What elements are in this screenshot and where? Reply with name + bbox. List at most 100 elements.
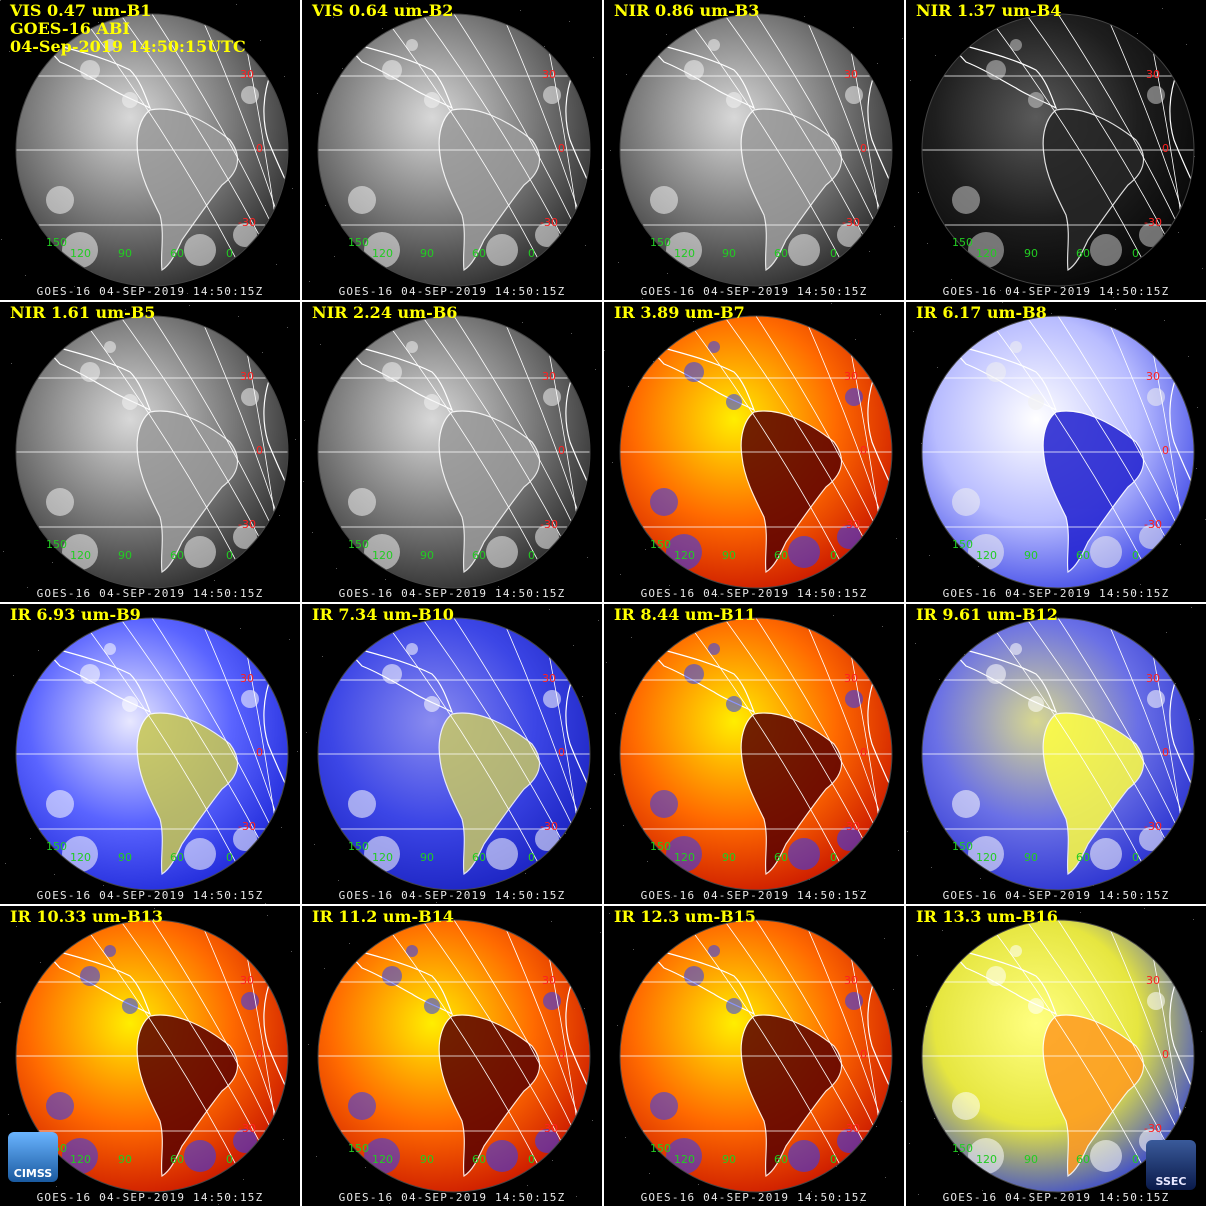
latitude-label: -30 bbox=[842, 1122, 860, 1135]
longitude-label: 0 bbox=[528, 1153, 535, 1166]
longitude-label: 60 bbox=[774, 549, 788, 562]
latitude-label: 0 bbox=[1162, 746, 1169, 759]
latitude-label: -30 bbox=[842, 216, 860, 229]
panel-divider bbox=[0, 602, 1206, 604]
longitude-label: 0 bbox=[226, 1153, 233, 1166]
longitude-label: 120 bbox=[70, 1153, 91, 1166]
longitude-label: 150 bbox=[952, 840, 973, 853]
latitude-label: 30 bbox=[1146, 672, 1160, 685]
band-label: IR 12.3 um-B15 bbox=[614, 907, 756, 926]
longitude-label: 150 bbox=[348, 840, 369, 853]
band-panel-15: 30 0 -30 150 120 90 60 0 IR 12.3 um-B15 GOES-16 0… bbox=[604, 906, 904, 1206]
longitude-label: 150 bbox=[46, 538, 67, 551]
longitude-label: 0 bbox=[1132, 247, 1139, 260]
band-panel-5: 30 0 -30 150 120 90 60 0 NIR 1.61 um-B5 GOES-16 0… bbox=[0, 302, 300, 602]
latitude-label: -30 bbox=[238, 216, 256, 229]
longitude-label: 120 bbox=[70, 247, 91, 260]
band-label: IR 13.3 um-B16 bbox=[916, 907, 1058, 926]
latitude-label: 30 bbox=[844, 68, 858, 81]
longitude-label: 120 bbox=[70, 549, 91, 562]
longitude-label: 60 bbox=[1076, 851, 1090, 864]
band-label: IR 11.2 um-B14 bbox=[312, 907, 454, 926]
band-label: VIS 0.47 um-B1 bbox=[10, 1, 152, 20]
longitude-label: 0 bbox=[830, 247, 837, 260]
longitude-label: 120 bbox=[372, 247, 393, 260]
longitude-label: 0 bbox=[1132, 1153, 1139, 1166]
longitude-label: 150 bbox=[650, 236, 671, 249]
band-label: IR 8.44 um-B11 bbox=[614, 605, 756, 624]
latitude-label: 0 bbox=[860, 1048, 867, 1061]
latitude-label: 30 bbox=[240, 68, 254, 81]
longitude-label: 120 bbox=[976, 1153, 997, 1166]
latitude-label: -30 bbox=[238, 820, 256, 833]
latitude-label: 0 bbox=[256, 746, 263, 759]
longitude-label: 60 bbox=[170, 1153, 184, 1166]
longitude-label: 0 bbox=[528, 247, 535, 260]
longitude-label: 90 bbox=[118, 851, 132, 864]
latitude-label: -30 bbox=[540, 216, 558, 229]
longitude-label: 0 bbox=[226, 549, 233, 562]
panel-footer-timestamp: GOES-16 04-SEP-2019 14:50:15Z bbox=[942, 1191, 1170, 1204]
longitude-label: 0 bbox=[528, 851, 535, 864]
longitude-label: 120 bbox=[674, 549, 695, 562]
longitude-label: 120 bbox=[372, 549, 393, 562]
longitude-label: 60 bbox=[472, 247, 486, 260]
band-panel-6: 30 0 -30 150 120 90 60 0 NIR 2.24 um-B6 GOES-16 0… bbox=[302, 302, 602, 602]
latitude-label: -30 bbox=[238, 518, 256, 531]
panel-footer-timestamp: GOES-16 04-SEP-2019 14:50:15Z bbox=[338, 587, 566, 600]
latitude-label: 0 bbox=[860, 444, 867, 457]
longitude-label: 90 bbox=[722, 851, 736, 864]
panel-footer-timestamp: GOES-16 04-SEP-2019 14:50:15Z bbox=[36, 1191, 264, 1204]
panel-footer-timestamp: GOES-16 04-SEP-2019 14:50:15Z bbox=[942, 587, 1170, 600]
panel-divider bbox=[0, 300, 1206, 302]
longitude-label: 120 bbox=[674, 851, 695, 864]
band-label: IR 6.17 um-B8 bbox=[916, 303, 1047, 322]
longitude-label: 90 bbox=[420, 549, 434, 562]
latitude-label: 0 bbox=[256, 444, 263, 457]
panel-footer-timestamp: GOES-16 04-SEP-2019 14:50:15Z bbox=[36, 587, 264, 600]
longitude-label: 60 bbox=[170, 851, 184, 864]
band-panel-4: 30 0 -30 150 120 90 60 0 NIR 1.37 um-B4 GOES-16 0… bbox=[906, 0, 1206, 300]
longitude-label: 90 bbox=[1024, 1153, 1038, 1166]
longitude-label: 120 bbox=[976, 851, 997, 864]
panel-footer-timestamp: GOES-16 04-SEP-2019 14:50:15Z bbox=[942, 889, 1170, 902]
longitude-label: 60 bbox=[774, 247, 788, 260]
longitude-label: 60 bbox=[774, 1153, 788, 1166]
band-panel-12: 30 0 -30 150 120 90 60 0 IR 9.61 um-B12 GOES-16 0… bbox=[906, 604, 1206, 904]
longitude-label: 120 bbox=[372, 1153, 393, 1166]
band-label: IR 6.93 um-B9 bbox=[10, 605, 141, 624]
longitude-label: 0 bbox=[226, 247, 233, 260]
latitude-label: -30 bbox=[540, 1122, 558, 1135]
panel-footer-timestamp: GOES-16 04-SEP-2019 14:50:15Z bbox=[36, 889, 264, 902]
longitude-label: 150 bbox=[348, 236, 369, 249]
longitude-label: 150 bbox=[46, 840, 67, 853]
longitude-label: 150 bbox=[952, 1142, 973, 1155]
longitude-label: 90 bbox=[420, 247, 434, 260]
band-panel-3: 30 0 -30 150 120 90 60 0 NIR 0.86 um-B3 GOES-16 0… bbox=[604, 0, 904, 300]
panel-footer-timestamp: GOES-16 04-SEP-2019 14:50:15Z bbox=[338, 889, 566, 902]
longitude-label: 0 bbox=[226, 851, 233, 864]
longitude-label: 150 bbox=[348, 1142, 369, 1155]
longitude-label: 150 bbox=[46, 236, 67, 249]
latitude-label: 30 bbox=[1146, 370, 1160, 383]
longitude-label: 90 bbox=[118, 1153, 132, 1166]
longitude-label: 0 bbox=[1132, 549, 1139, 562]
latitude-label: -30 bbox=[540, 820, 558, 833]
longitude-label: 150 bbox=[650, 840, 671, 853]
band-label: NIR 1.61 um-B5 bbox=[10, 303, 156, 322]
latitude-label: 0 bbox=[860, 746, 867, 759]
latitude-label: 30 bbox=[1146, 974, 1160, 987]
